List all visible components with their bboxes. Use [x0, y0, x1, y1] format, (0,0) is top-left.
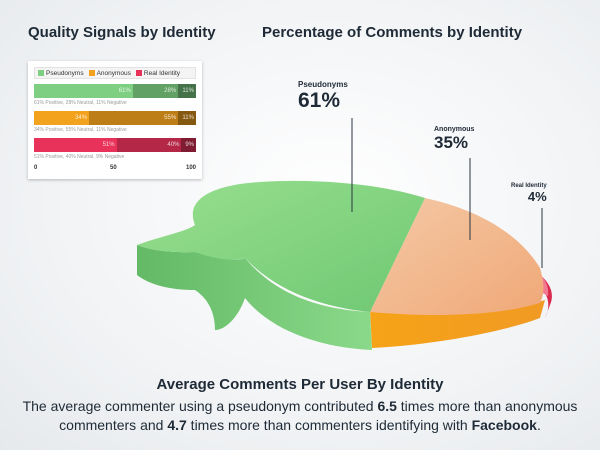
bar-segment: 11%	[178, 111, 196, 125]
bar-segment: 11%	[178, 84, 196, 98]
legend-item-anonymous: Anonymous	[88, 69, 131, 77]
quality-chart-title: Quality Signals by Identity	[28, 24, 216, 41]
tick-label: 50	[110, 165, 117, 171]
legend-label: Pseudonyms	[46, 69, 84, 77]
bar-caption: 61% Positive, 28% Neutral, 11% Negative	[34, 100, 127, 106]
tick-label: 100	[186, 165, 197, 171]
caption-text: times more than commenters identifying w…	[186, 417, 472, 433]
quality-bar-anonymous: 34% 55% 11%	[34, 111, 196, 125]
caption-text: .	[536, 417, 541, 433]
quality-bar-pseudonyms: 61% 28% 11%	[34, 84, 196, 98]
bar-segment: 28%	[132, 84, 179, 98]
caption-text: times more than anonymous commenters and	[59, 398, 578, 433]
bar-caption: 34% Positive, 55% Neutral, 11% Negative	[34, 127, 127, 133]
pie-slice-anonymous	[370, 198, 544, 315]
legend-label: Anonymous	[96, 69, 131, 77]
pie-label-name: Pseudonyms	[298, 80, 348, 89]
bar-segment: 61%	[34, 84, 133, 98]
bar-segment: 51%	[34, 138, 117, 152]
pie-label-value: 4%	[527, 189, 547, 204]
comments-per-user-title: Average Comments Per User By Identity	[156, 376, 444, 393]
comments-per-user-text: The average commenter using a pseudonym …	[20, 397, 580, 435]
caption-text: The average commenter using a pseudonym …	[22, 398, 378, 414]
legend-swatch	[135, 70, 142, 76]
legend-label: Real Identity	[143, 69, 181, 77]
legend-item-real-identity: Real Identity	[135, 69, 181, 77]
pie-label-real-identity: Real Identity 4%	[511, 183, 547, 204]
pie-label-value: 35%	[434, 133, 469, 152]
bar-segment: 34%	[34, 111, 90, 125]
bar-caption: 51% Positive, 40% Neutral, 9% Negative	[34, 154, 125, 160]
pie-label-name: Real Identity	[511, 183, 547, 189]
bar-segment: 55%	[89, 111, 179, 125]
pie-slice-pseudonyms-side	[137, 245, 372, 350]
bar-segment: 40%	[116, 138, 182, 152]
pie-chart-title: Percentage of Comments by Identity	[262, 24, 523, 41]
legend-item-pseudonyms: Pseudonyms	[38, 70, 84, 77]
caption-value: 6.5	[377, 398, 397, 414]
pie-label-pseudonyms: Pseudonyms 61%	[298, 80, 348, 113]
pie-slice-pseudonyms	[137, 180, 425, 312]
pie-slice-anonymous-side	[370, 300, 545, 348]
quality-legend: Pseudonyms Anonymous Real Identity	[34, 67, 196, 79]
pie-label-anonymous: Anonymous 35%	[434, 126, 474, 153]
legend-swatch	[38, 70, 44, 76]
tick-label: 0	[34, 165, 38, 171]
quality-bar-real-identity: 51% 40% 9%	[34, 138, 196, 152]
quality-chart-panel: Pseudonyms Anonymous Real Identity 61% 28…	[28, 61, 202, 179]
pie-label-value: 61%	[298, 89, 341, 112]
pie-label-name: Anonymous	[434, 126, 475, 133]
caption-brand: Facebook	[471, 417, 537, 433]
caption-value: 4.7	[167, 417, 187, 433]
legend-swatch	[88, 70, 95, 76]
bar-segment: 9%	[181, 138, 196, 152]
